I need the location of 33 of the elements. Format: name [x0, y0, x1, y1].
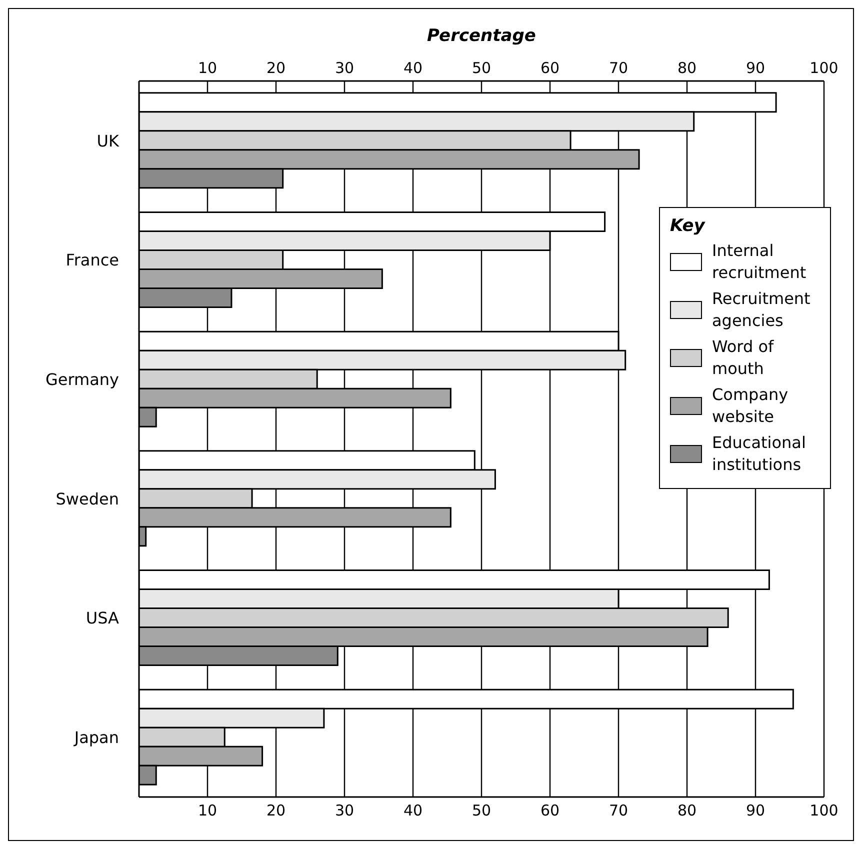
legend-title: Key — [670, 216, 706, 236]
x2-tick-label: 80 — [677, 802, 697, 820]
x2-tick-label: 10 — [198, 802, 218, 820]
x-tick-label: 40 — [403, 59, 423, 77]
legend-label: Company website — [712, 384, 790, 428]
y-tick-label: France — [66, 250, 119, 270]
legend-label: Word of mouth — [712, 336, 775, 380]
x2-tick-label: 30 — [334, 802, 354, 820]
x-tick-label: 20 — [266, 59, 286, 77]
x-tick-label: 80 — [677, 59, 697, 77]
x-tick-label: 10 — [198, 59, 218, 77]
y-tick-label: USA — [86, 608, 120, 628]
x-tick-label: 50 — [472, 59, 492, 77]
legend-label: Internal recruitment — [712, 240, 808, 284]
y-tick-label: Japan — [73, 728, 119, 748]
x-tick-label: 30 — [334, 59, 354, 77]
legend-label: Educational institutions — [712, 432, 807, 476]
x2-tick-label: 100 — [810, 802, 838, 820]
x-tick-label: 70 — [608, 59, 628, 77]
x-tick-label: 100 — [810, 59, 838, 77]
x2-tick-label: 50 — [472, 802, 492, 820]
x2-tick-label: 60 — [540, 802, 560, 820]
x-tick-label: 60 — [540, 59, 560, 77]
y-tick-label: Sweden — [56, 489, 119, 508]
legend-label: Recruitment agencies — [712, 288, 812, 332]
x2-tick-label: 40 — [403, 802, 423, 820]
x2-tick-label: 70 — [608, 802, 628, 820]
x2-tick-label: 90 — [746, 802, 766, 820]
x-axis-title: Percentage — [427, 26, 536, 46]
y-tick-label: UK — [96, 131, 120, 150]
x2-tick-label: 20 — [266, 802, 286, 820]
x-tick-label: 90 — [746, 59, 766, 77]
y-tick-label: Germany — [45, 370, 119, 390]
